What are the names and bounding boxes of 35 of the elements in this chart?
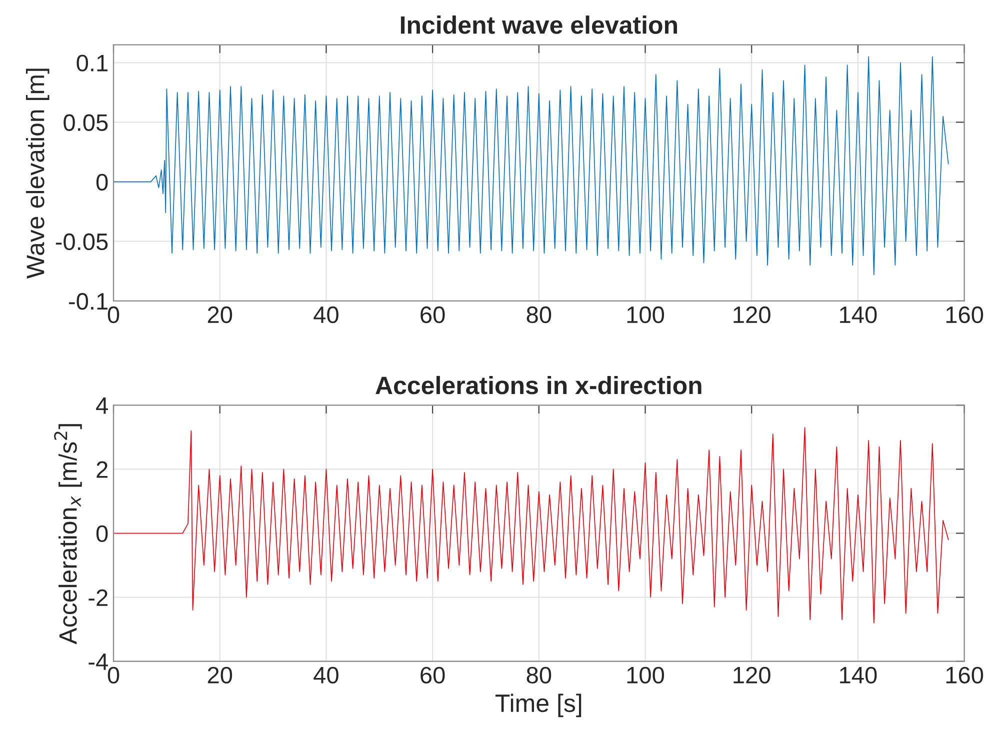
y-tick-label: -2 xyxy=(88,589,108,606)
y-tick-label: 0.05 xyxy=(64,114,108,132)
x-tick-label: 120 xyxy=(734,666,770,684)
x-tick-label: 40 xyxy=(314,306,338,324)
x-tick-label: 60 xyxy=(420,666,445,684)
x-tick-label: 100 xyxy=(627,666,664,684)
x-tick-label: 140 xyxy=(840,666,877,684)
x-tick-label: 80 xyxy=(526,666,552,684)
line-series xyxy=(114,56,949,276)
y-tick-label: 4 xyxy=(96,397,108,414)
y-tick-label: -0.05 xyxy=(56,233,108,250)
y-tick-label: 2 xyxy=(96,461,108,478)
line-series xyxy=(114,427,949,624)
x-tick-label: 20 xyxy=(208,666,232,684)
y-tick-label: -0.1 xyxy=(69,293,108,310)
x-tick-label: 160 xyxy=(946,306,984,324)
y-tick-label: 0 xyxy=(96,525,108,542)
x-tick-label: 20 xyxy=(208,306,232,324)
x-tick-label: 160 xyxy=(946,666,984,684)
x-tick-label: 100 xyxy=(627,306,664,324)
x-tick-label: 0 xyxy=(108,666,120,684)
chart-title: Accelerations in x-direction xyxy=(376,376,702,394)
chart-title: Incident wave elevation xyxy=(400,16,677,34)
y-tick-label: -4 xyxy=(88,654,108,670)
y-tick-label: 0.1 xyxy=(76,54,108,72)
x-tick-label: 40 xyxy=(314,666,338,684)
x-tick-label: 0 xyxy=(108,306,120,324)
y-tick-label: 0 xyxy=(96,174,108,191)
x-tick-label: 140 xyxy=(840,306,877,324)
x-tick-label: 80 xyxy=(526,306,552,324)
x-axis-title: Time [s] xyxy=(495,694,582,718)
x-tick-label: 120 xyxy=(734,306,770,324)
y-axis-title: Wave elevation [m] xyxy=(26,68,50,279)
y-axis-title: Acceleration$_{x}$ [m/s$^{2}$] xyxy=(54,424,82,644)
x-tick-label: 60 xyxy=(420,306,445,324)
